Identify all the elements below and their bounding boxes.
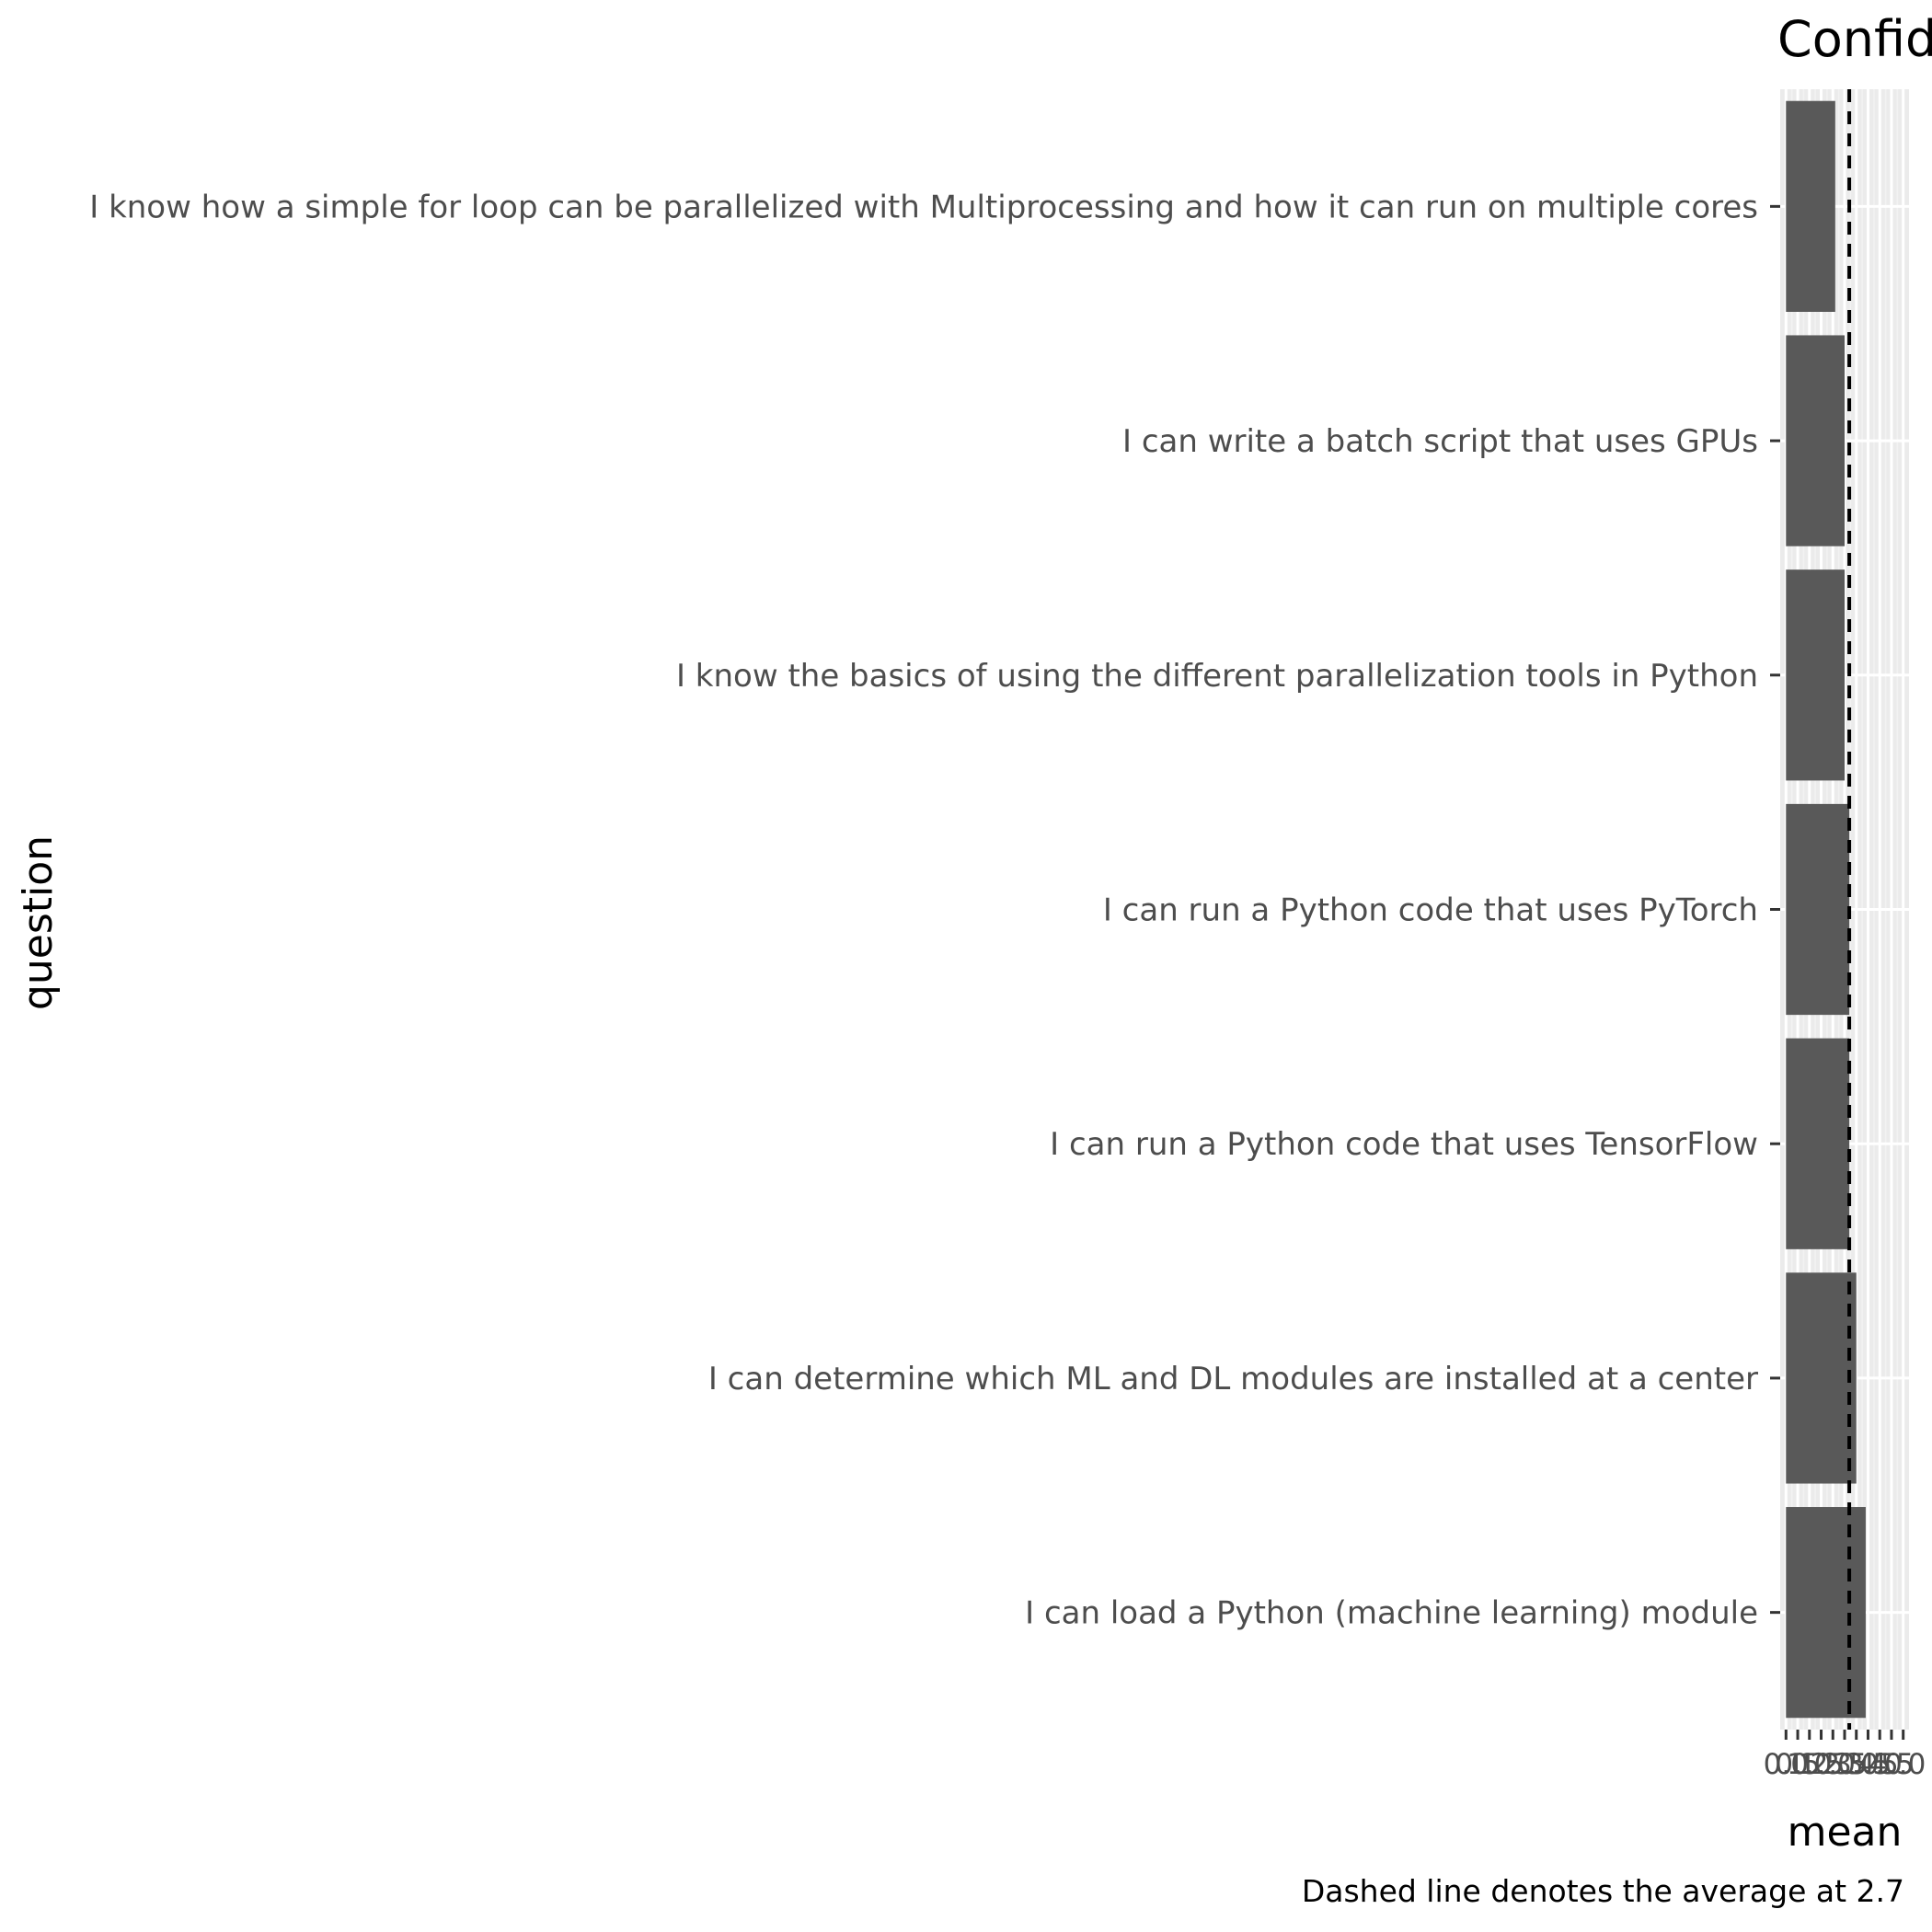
x-tick-label: 3.0	[1834, 1748, 1879, 1781]
bar	[1786, 803, 1850, 1016]
x-tick-label: 1.5	[1799, 1748, 1844, 1781]
x-tick-label: 1.0	[1787, 1748, 1832, 1781]
y-tick-label: I can run a Python code that uses Tensor…	[1050, 1126, 1758, 1163]
x-axis-ticks	[1784, 1730, 1905, 1740]
x-axis-title: mean	[1788, 1809, 1903, 1856]
y-tick-label: I can determine which ML and DL modules …	[708, 1361, 1758, 1397]
x-tick-label: 2.5	[1822, 1748, 1867, 1781]
y-tick-label: I can write a batch script that uses GPU…	[1122, 423, 1758, 460]
x-tick-label: 2.0	[1811, 1748, 1856, 1781]
x-tick-label: 4.0	[1857, 1748, 1903, 1781]
bars	[1786, 100, 1866, 1719]
x-axis-labels: 0.00.51.01.52.02.53.03.54.04.55.0	[1764, 1748, 1926, 1781]
x-tick-label: 0.0	[1764, 1748, 1809, 1781]
y-tick-label: I know the basics of using the different…	[676, 658, 1758, 695]
bar	[1786, 100, 1835, 312]
bar	[1786, 1507, 1866, 1719]
bar	[1786, 1272, 1857, 1484]
x-tick-label: 0.5	[1775, 1748, 1820, 1781]
y-axis-title: question	[15, 835, 62, 1010]
y-tick-label: I can load a Python (machine learning) m…	[1025, 1595, 1758, 1632]
bar	[1786, 569, 1845, 781]
chart-caption: Dashed line denotes the average at 2.7	[1302, 1873, 1904, 1909]
y-tick-label: I know how a simple for loop can be para…	[89, 189, 1758, 225]
y-tick-label: I can run a Python code that uses PyTorc…	[1103, 892, 1758, 929]
bar	[1786, 335, 1845, 546]
x-tick-label: 4.5	[1869, 1748, 1914, 1781]
chart-title: Confid	[1777, 10, 1932, 68]
x-tick-label: 5.0	[1880, 1748, 1926, 1781]
y-axis-ticks	[1770, 204, 1780, 1615]
bar	[1786, 1038, 1850, 1249]
y-axis-labels: I know how a simple for loop can be para…	[89, 189, 1758, 1631]
x-tick-label: 3.5	[1846, 1748, 1891, 1781]
